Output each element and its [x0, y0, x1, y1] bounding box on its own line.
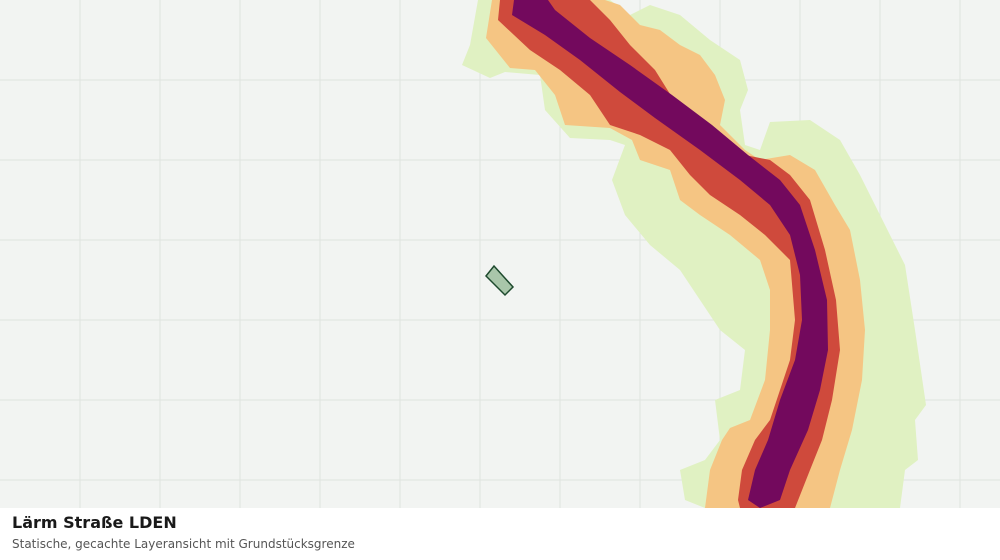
noise-layer: [462, 0, 926, 508]
parcel-boundary: [484, 264, 515, 297]
noise-zone-very-high: [512, 0, 828, 508]
layer-subtitle: Statische, gecachte Layeransicht mit Gru…: [12, 537, 355, 551]
info-panel: [0, 508, 1000, 560]
layer-title: Lärm Straße LDEN: [12, 513, 177, 532]
noise-zone-mid: [486, 0, 865, 508]
